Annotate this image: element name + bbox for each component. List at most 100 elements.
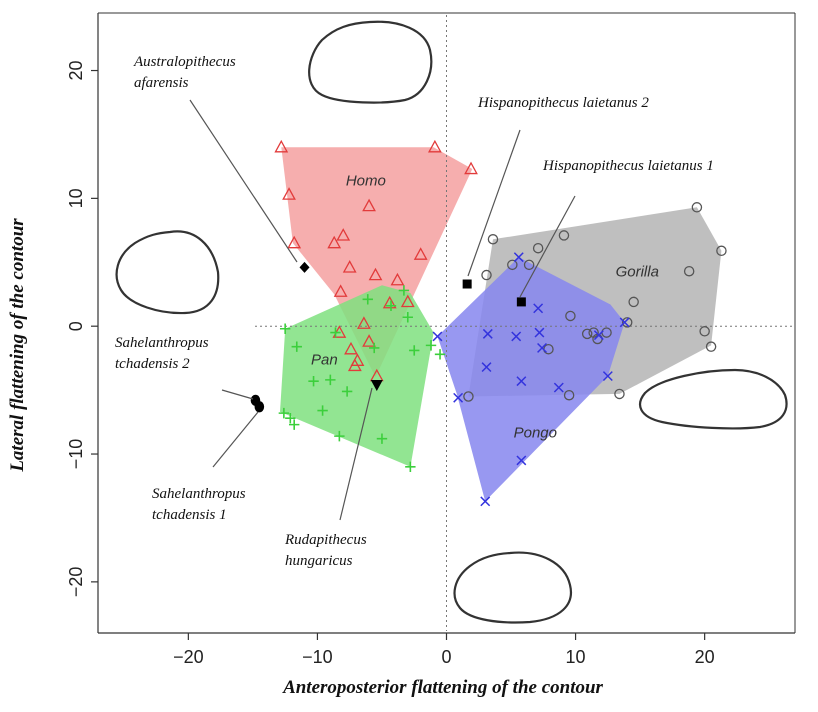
group-label-pan: Pan (311, 352, 338, 369)
point-gorilla-0 (487, 234, 499, 245)
point-pongo-3 (537, 342, 547, 353)
points-layer (274, 139, 727, 507)
point-homo-9 (342, 260, 357, 273)
point-gorilla-18 (563, 389, 575, 401)
group-label-homo: Homo (346, 173, 386, 190)
point-gorilla-8 (628, 296, 639, 308)
group-label-gorilla: Gorilla (616, 263, 659, 280)
specimen-label-3-line-0: Sahelanthropus (115, 335, 209, 351)
point-gorilla-20 (463, 391, 474, 402)
outline-shapes (115, 20, 788, 624)
point-pan-5 (308, 375, 319, 387)
point-gorilla-4 (691, 202, 703, 213)
specimen-label-4-line-0: Sahelanthropus (152, 486, 246, 502)
leader-line-4 (212, 411, 259, 468)
specimen-marker-0 (299, 261, 310, 273)
point-pan-3 (285, 413, 296, 424)
y-tick-label-2: 0 (66, 321, 86, 331)
point-pongo-4 (511, 331, 522, 342)
point-gorilla-7 (481, 269, 492, 281)
point-pan-6 (317, 405, 328, 416)
point-pan-1 (291, 341, 302, 352)
point-gorilla-3 (558, 230, 570, 241)
leader-line-5 (339, 387, 373, 521)
point-gorilla-1 (523, 259, 535, 271)
point-pan-0 (279, 323, 291, 334)
point-gorilla-16 (705, 341, 717, 352)
point-homo-1 (427, 139, 442, 153)
point-pan-16 (402, 312, 413, 323)
x-tick-label-0: −20 (173, 647, 204, 667)
point-pan-13 (376, 433, 388, 444)
specimen-marker-2 (516, 297, 526, 307)
point-pan-18 (409, 345, 420, 356)
hull-pan (280, 285, 434, 467)
point-pongo-15 (432, 331, 443, 342)
round-outline-top (308, 20, 433, 104)
leader-line-0 (189, 99, 298, 263)
flat-outline-right (639, 368, 788, 430)
specimen-label-5: Rudapithecus hungaricus (284, 532, 367, 569)
y-tick-label-0: −20 (66, 567, 86, 598)
hull-homo (281, 147, 473, 378)
point-homo-18 (344, 341, 358, 355)
point-pongo-14 (516, 455, 527, 466)
point-homo-7 (287, 235, 302, 249)
leader-line-1 (467, 129, 521, 277)
point-gorilla-19 (614, 388, 625, 400)
flat-outline-bottom (453, 551, 573, 624)
point-homo-15 (356, 316, 371, 329)
point-homo-3 (282, 187, 296, 200)
point-gorilla-2 (532, 242, 544, 254)
point-homo-11 (390, 272, 405, 286)
specimen-label-3-line-1: tchadensis 2 (115, 356, 190, 372)
point-pan-17 (405, 461, 416, 473)
point-homo-13 (382, 295, 397, 309)
point-pan-9 (334, 430, 345, 442)
specimen-label-2-line-0: Hispanopithecus laietanus 1 (542, 158, 714, 174)
point-pan-15 (398, 285, 410, 296)
group-label-pongo: Pongo (514, 424, 557, 441)
y-tick-label-3: 10 (66, 188, 86, 208)
point-gorilla-15 (699, 326, 710, 337)
point-pongo-0 (513, 252, 524, 263)
point-homo-10 (368, 267, 383, 281)
hull-layer (280, 147, 722, 502)
point-pan-12 (369, 342, 380, 354)
point-homo-12 (333, 284, 348, 297)
x-tick-label-3: 10 (566, 647, 586, 667)
specimens-layer (250, 261, 526, 413)
point-pan-4 (288, 419, 300, 430)
point-gorilla-6 (683, 265, 695, 277)
annotations-layer: Homo Pan Gorilla Pongo Australopithecus afare… (115, 54, 714, 569)
point-pongo-6 (481, 362, 492, 373)
point-pongo-11 (602, 371, 613, 382)
point-homo-17 (362, 334, 376, 347)
point-homo-14 (400, 294, 415, 308)
point-pongo-9 (593, 330, 604, 341)
point-pan-8 (330, 327, 341, 338)
point-pan-19 (425, 340, 437, 351)
specimen-label-0-line-1: afarensis (134, 75, 189, 91)
x-axis-title: Anteroposterior flattening of the contou… (282, 677, 603, 698)
y-tick-label-4: 20 (66, 61, 86, 81)
x-tick-label-4: 20 (695, 647, 715, 667)
round-outline-left (115, 230, 220, 315)
specimen-label-5-line-0: Rudapithecus (284, 532, 367, 548)
leader-line-3 (221, 389, 254, 400)
point-pongo-5 (482, 328, 493, 339)
y-axis-title: Lateral flattening of the contour (7, 218, 28, 473)
x-tick-label-2: 0 (441, 647, 451, 667)
point-homo-2 (464, 161, 478, 175)
point-homo-5 (336, 228, 351, 241)
y-tick-label-1: −10 (66, 439, 86, 470)
specimen-label-0: Australopithecus afarensis (133, 54, 236, 91)
point-pan-10 (341, 386, 353, 397)
axes-layer: −20 −10 0 10 20 −20 −10 0 10 20 (66, 12, 796, 667)
specimen-marker-1 (462, 279, 472, 289)
hull-pongo (437, 257, 625, 502)
specimen-label-5-line-1: hungaricus (285, 553, 353, 569)
point-pan-2 (278, 407, 290, 419)
point-gorilla-9 (565, 310, 576, 322)
